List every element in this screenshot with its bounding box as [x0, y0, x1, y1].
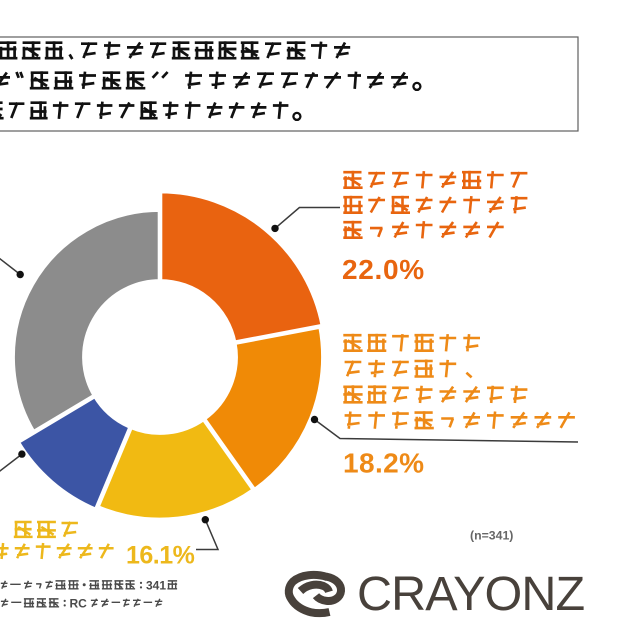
svg-text:RC: RC	[70, 597, 88, 611]
svg-text:16.1%: 16.1%	[126, 542, 195, 570]
svg-text:(n=341): (n=341)	[470, 529, 513, 543]
svg-text:22.0%: 22.0%	[342, 254, 425, 285]
svg-text:18.2%: 18.2%	[343, 447, 424, 478]
svg-text:CRAYONZ: CRAYONZ	[357, 567, 584, 621]
svg-text:341: 341	[146, 579, 166, 593]
